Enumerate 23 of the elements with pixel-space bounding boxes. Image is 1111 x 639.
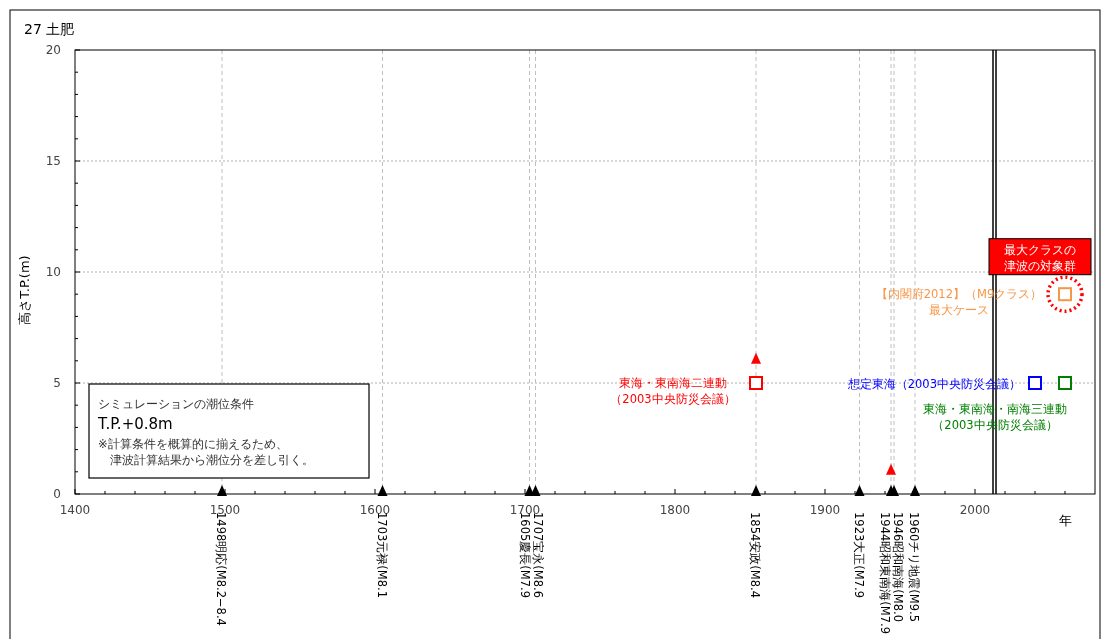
y-tick-label: 10 [45, 265, 61, 279]
y-tick-label: 5 [53, 376, 61, 390]
ref-line-label: 1944昭和東南海(M7.9 [878, 512, 892, 634]
x-tick-label: 1800 [659, 503, 691, 517]
x-axis-title: 年 [1058, 513, 1072, 528]
series-label: 東海・東南海二連動（2003中央防災会議） [610, 376, 736, 406]
x-tick-label: 1400 [59, 503, 91, 517]
annotation: ※計算条件を概算的に揃えるため、津波計算結果から潮位分を差し引く。 [98, 437, 314, 467]
y-tick-label: 0 [53, 487, 61, 501]
chart-title: 27 土肥 [24, 21, 75, 37]
ref-line-label: 1854安政(M8.4 [748, 512, 762, 598]
ref-line-label: 1923大正(M7.9 [851, 512, 866, 598]
y-axis-title: 高さT.P.(m) [17, 255, 32, 325]
annotation: シミュレーションの潮位条件 [98, 397, 254, 411]
y-tick-label: 20 [45, 43, 61, 57]
annotation: T.P.+0.8m [97, 415, 173, 433]
y-tick-label: 15 [45, 154, 61, 168]
x-tick-label: 1900 [809, 503, 841, 517]
annotation: 最大クラスの津波の対象群 [1004, 242, 1076, 273]
x-tick-label: 2000 [959, 503, 991, 517]
ref-line-label: 1960チリ地震(M9.5 [907, 512, 921, 622]
ref-line-label: 1946昭和南海(M8.0 [891, 512, 905, 622]
ref-line-label: 1707宝永(M8.6 [531, 512, 545, 598]
